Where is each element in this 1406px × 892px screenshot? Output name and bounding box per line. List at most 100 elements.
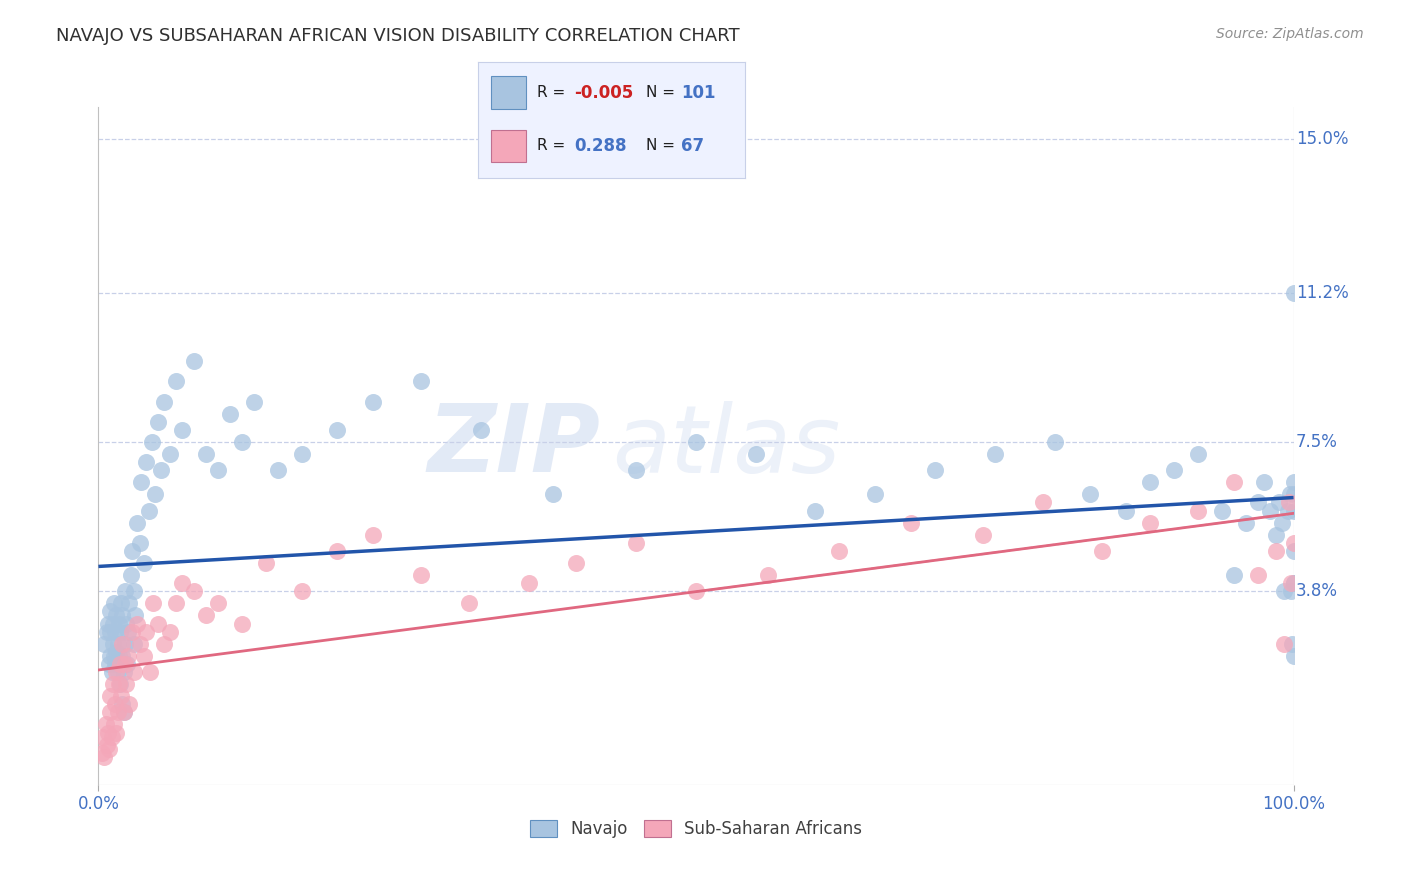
Text: R =: R = [537,85,569,100]
Point [121,544,143,558]
Point [94,717,117,731]
Point [326,544,349,558]
Point [900,516,922,530]
Point [1279,576,1302,591]
Point [142,596,165,610]
Text: N =: N = [647,85,681,100]
Point [1282,576,1305,591]
Point [143,487,166,501]
Point [111,608,134,623]
Point [219,407,242,421]
Point [267,463,290,477]
Point [98,689,122,703]
Point [1264,544,1286,558]
Point [103,648,125,663]
Point [326,423,349,437]
Point [101,616,124,631]
Point [118,596,141,610]
Point [114,637,136,651]
Point [1247,495,1270,509]
Text: 67: 67 [681,137,704,155]
Point [98,706,122,720]
Point [114,584,136,599]
Point [139,665,162,679]
Point [132,648,155,663]
Point [103,596,125,610]
Point [984,447,1007,461]
Point [626,463,648,477]
Point [231,616,253,631]
Point [1272,637,1295,651]
Point [104,624,127,639]
Point [1234,516,1257,530]
Text: ZIP: ZIP [427,400,600,492]
Point [125,616,148,631]
Point [458,596,481,610]
Point [107,637,129,651]
Point [1163,463,1185,477]
Point [141,434,163,449]
Point [120,568,142,582]
Point [159,447,181,461]
Point [1264,528,1286,542]
Text: 11.2%: 11.2% [1296,284,1348,301]
Point [1282,536,1305,550]
Point [138,503,160,517]
Point [1272,584,1295,599]
Point [100,730,122,744]
Point [149,463,172,477]
Point [231,434,253,449]
Point [105,608,128,623]
Point [195,447,218,461]
Point [1115,503,1137,517]
Point [129,637,152,651]
FancyBboxPatch shape [492,129,526,162]
Point [172,576,194,591]
Point [104,698,127,712]
Point [1268,495,1291,509]
Point [108,677,131,691]
Point [1282,475,1305,490]
Text: 0.288: 0.288 [574,137,627,155]
Point [96,738,118,752]
Point [112,706,135,720]
Point [1032,495,1054,509]
Point [96,624,118,639]
Point [626,536,648,550]
Point [1211,503,1233,517]
Point [1278,495,1301,509]
Point [1187,503,1209,517]
Point [291,584,314,599]
Point [98,624,122,639]
Point [91,730,114,744]
Point [1277,503,1299,517]
Point [517,576,540,591]
Point [121,624,143,639]
Legend: Navajo, Sub-Saharan Africans: Navajo, Sub-Saharan Africans [523,813,869,845]
Point [101,637,124,651]
Point [124,608,146,623]
Point [1223,475,1246,490]
Point [1282,487,1305,501]
Point [153,637,176,651]
Point [411,568,433,582]
Point [135,455,157,469]
Point [924,463,946,477]
Point [98,657,121,671]
Point [93,637,115,651]
Point [865,487,887,501]
Point [183,584,205,599]
Point [132,556,155,570]
Point [972,528,994,542]
Point [111,637,134,651]
Point [1281,637,1303,651]
Text: NAVAJO VS SUBSAHARAN AFRICAN VISION DISABILITY CORRELATION CHART: NAVAJO VS SUBSAHARAN AFRICAN VISION DISA… [56,27,740,45]
Point [129,536,152,550]
Point [108,624,131,639]
Point [541,487,564,501]
Point [124,637,146,651]
Text: 3.8%: 3.8% [1296,582,1339,600]
Text: N =: N = [647,138,681,153]
Point [1139,516,1161,530]
Point [114,657,136,671]
